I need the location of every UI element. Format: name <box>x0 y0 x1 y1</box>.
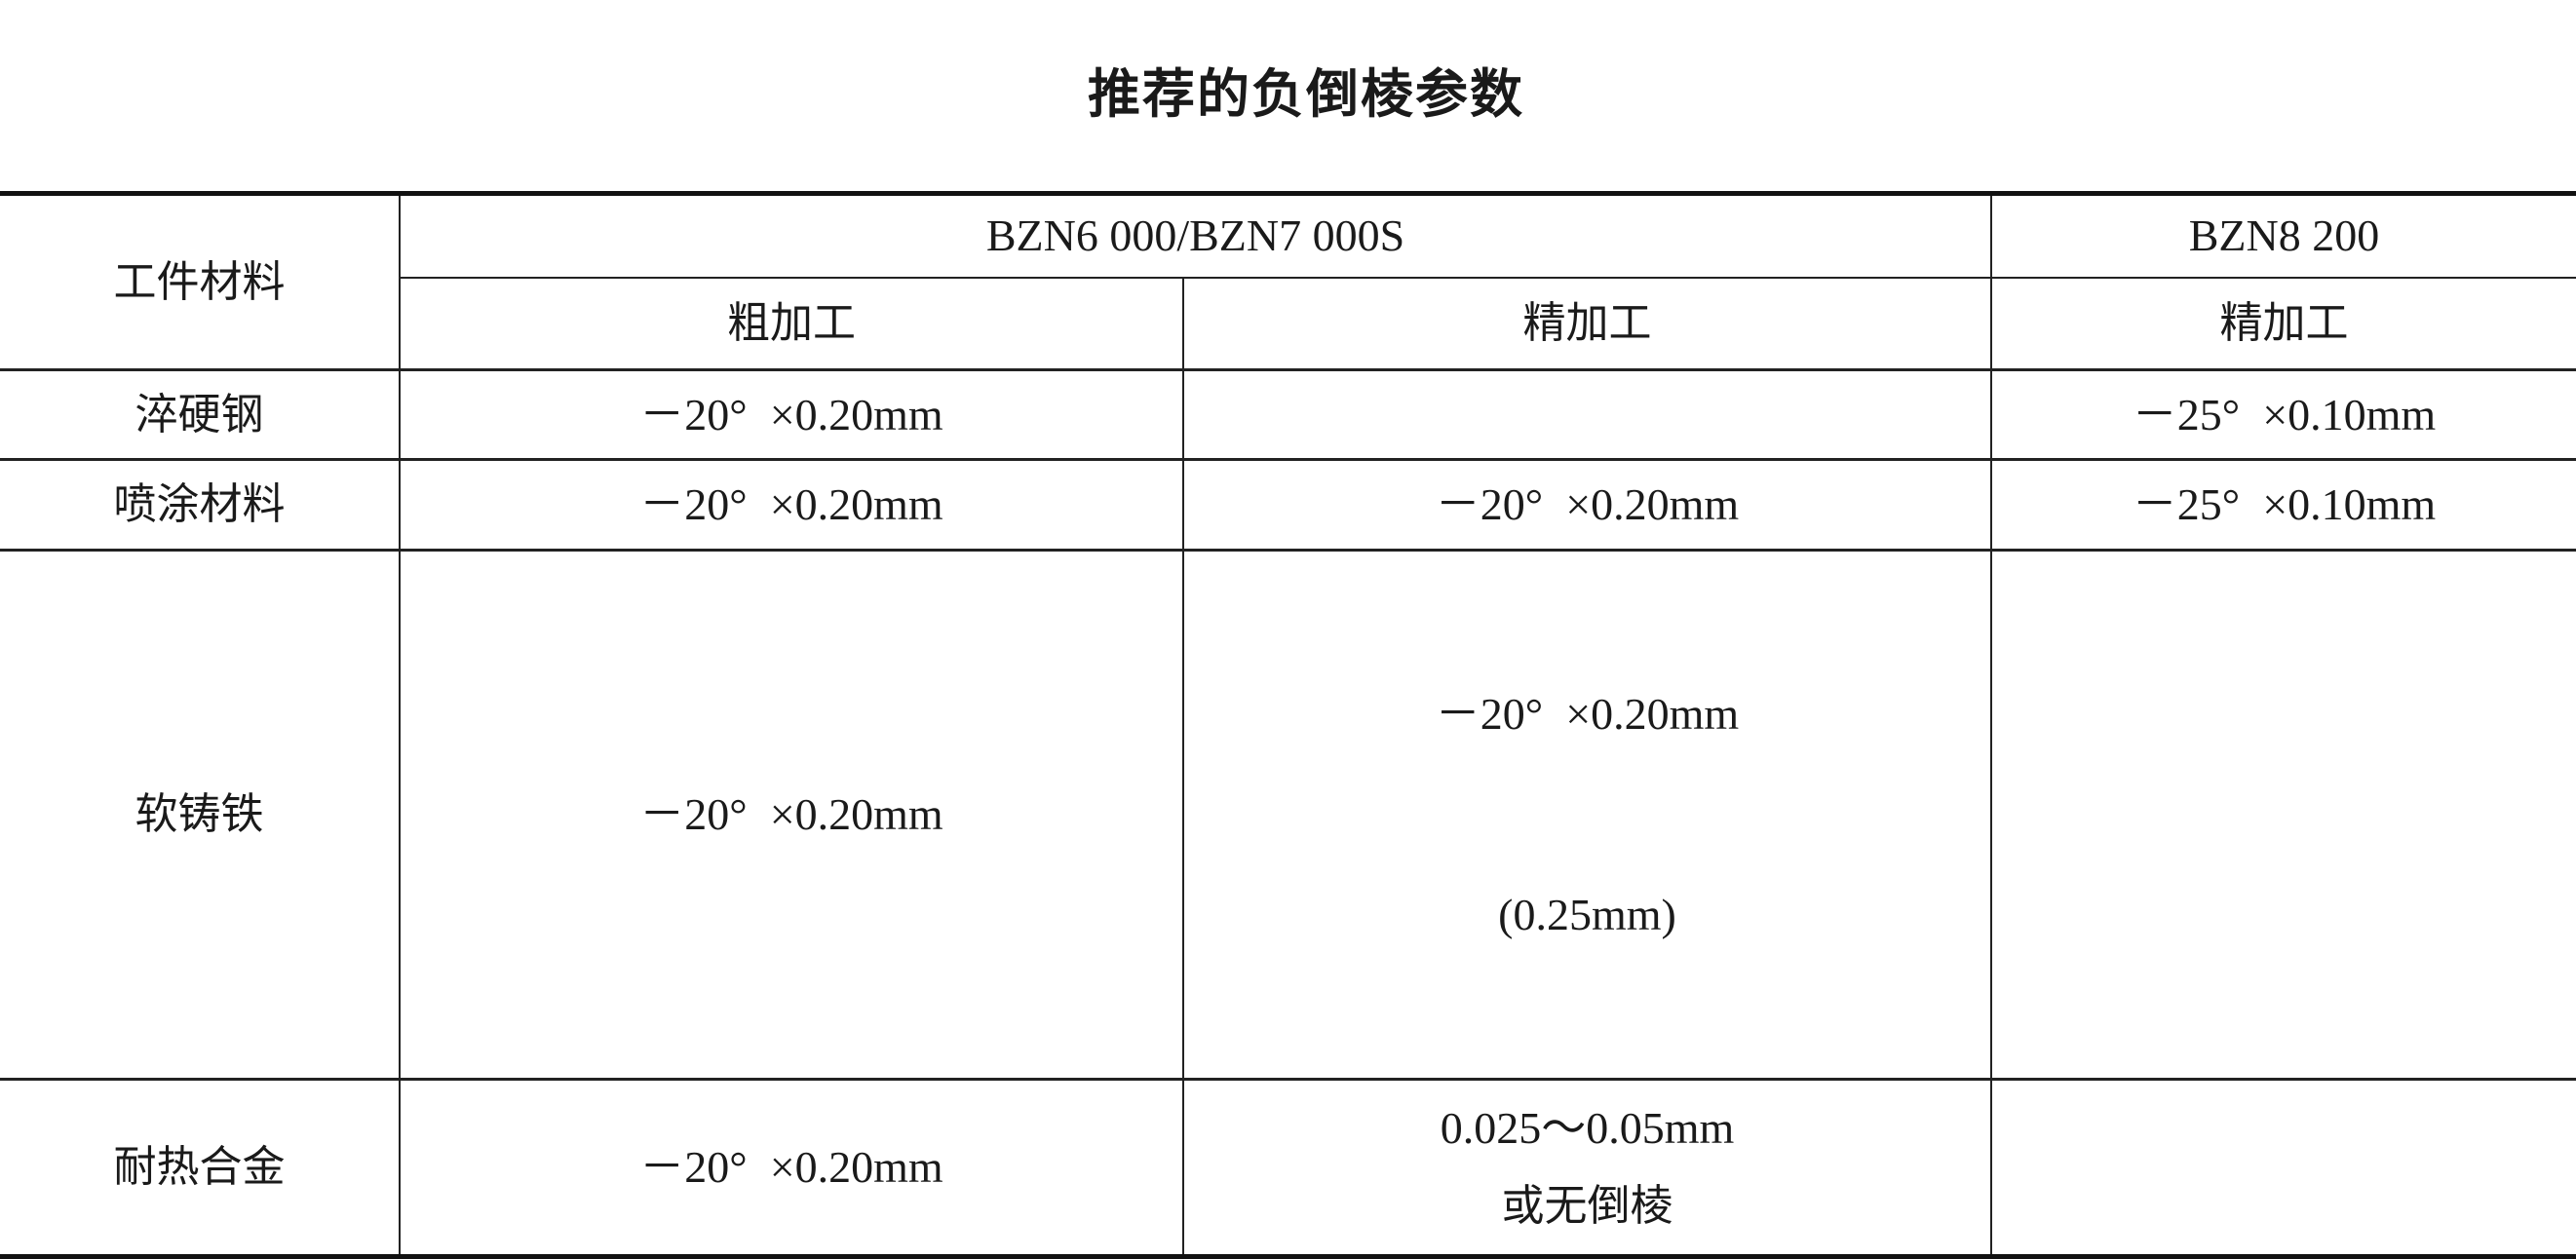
finish-line1: －20° ×0.20mm <box>1435 479 1740 529</box>
row-bzn8 <box>1990 1078 2576 1259</box>
row-bzn8: －25° ×0.10mm <box>1990 368 2576 460</box>
finish-line2: 或无倒棱 <box>1501 1181 1673 1231</box>
table-row: 淬硬钢 －20° ×0.20mm －25° ×0.10mm <box>0 368 2576 460</box>
row-material: 软铸铁 <box>0 549 400 1080</box>
row-finish: －20° ×0.20mm <box>1182 458 1991 551</box>
subheader-row: 粗加工 精加工 精加工 <box>0 276 2576 370</box>
header-material: 工件材料 <box>0 191 400 370</box>
table-row: 喷涂材料 －20° ×0.20mm －20° ×0.20mm －25° ×0.1… <box>0 458 2576 551</box>
row-finish: 0.025～0.05mm 或无倒棱 <box>1182 1078 1991 1259</box>
header-row: 工件材料 BZN6 000/BZN7 000S BZN8 200 <box>0 191 2576 370</box>
row-rough: －20° ×0.20mm <box>399 1078 1183 1259</box>
row-rough: －20° ×0.20mm <box>399 368 1183 460</box>
row-material: 喷涂材料 <box>0 458 400 551</box>
table-row: 耐热合金 －20° ×0.20mm 0.025～0.05mm 或无倒棱 <box>0 1078 2576 1259</box>
finish-line1: －20° ×0.20mm <box>1435 689 1740 739</box>
row-rough: －20° ×0.20mm <box>399 458 1183 551</box>
chamfer-parameters-table: 工件材料 BZN6 000/BZN7 000S BZN8 200 粗加工 精加工… <box>0 191 2576 1259</box>
subheader-finish: 精加工 <box>1182 276 1991 370</box>
subheader-bzn8-finish: 精加工 <box>1990 276 2576 370</box>
row-finish <box>1182 368 1991 460</box>
row-rough: －20° ×0.20mm <box>399 549 1183 1080</box>
finish-line1: 0.025～0.05mm <box>1440 1103 1735 1153</box>
row-bzn8: －25° ×0.10mm <box>1990 458 2576 551</box>
row-finish: －20° ×0.20mm (0.25mm) <box>1182 549 1991 1080</box>
table-title: 推荐的负倒棱参数 <box>1088 63 1524 125</box>
header-group-bzn6-bzn7: BZN6 000/BZN7 000S <box>399 191 1991 278</box>
finish-line2: (0.25mm) <box>1498 890 1676 939</box>
subheader-rough: 粗加工 <box>399 276 1183 370</box>
header-group-bzn8: BZN8 200 <box>1990 191 2576 278</box>
row-bzn8 <box>1990 549 2576 1080</box>
row-material: 耐热合金 <box>0 1078 400 1259</box>
row-material: 淬硬钢 <box>0 368 400 460</box>
table-row: 软铸铁 －20° ×0.20mm －20° ×0.20mm (0.25mm) <box>0 549 2576 1080</box>
